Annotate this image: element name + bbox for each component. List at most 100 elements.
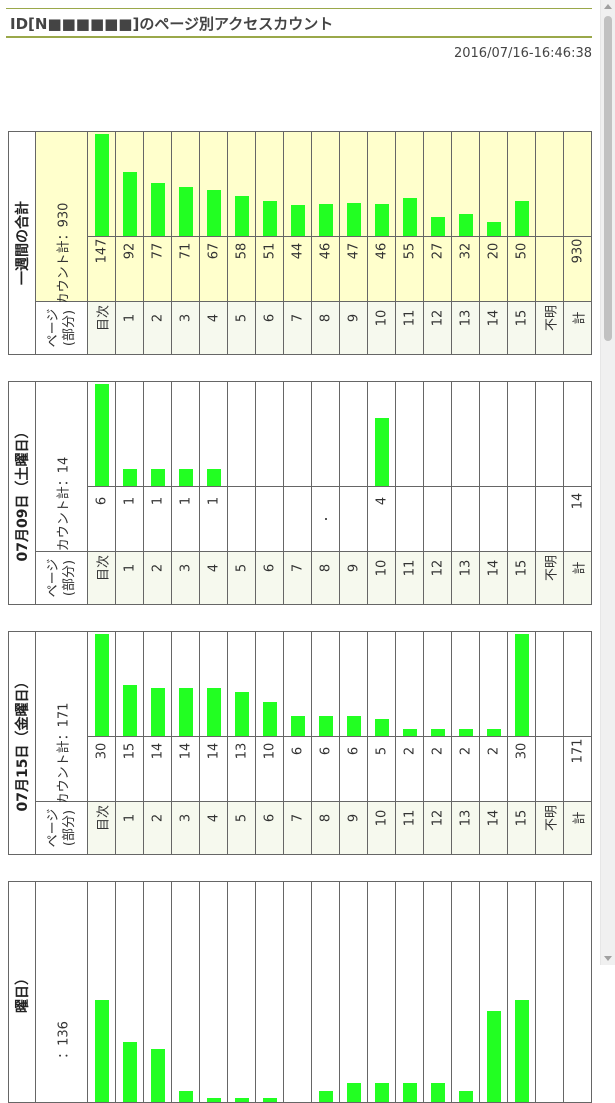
count-value: 30: [514, 742, 529, 760]
page-number-cell: 7: [283, 801, 312, 855]
scroll-down-arrow-icon[interactable]: [604, 956, 612, 961]
page-number: 15: [514, 309, 529, 326]
bar-cell: [283, 881, 312, 1103]
page-number-cell: 7: [283, 551, 312, 605]
page-number: 2: [150, 313, 165, 322]
page-number: 4: [206, 313, 221, 322]
page-number-cell: 12: [423, 301, 452, 355]
bar: [122, 685, 137, 736]
value-cell: 46: [367, 236, 396, 302]
page-header-cell: ページ (部分): [35, 301, 88, 355]
bar-cell: [199, 131, 228, 237]
value-cell: [535, 486, 564, 552]
page-number: 10: [374, 809, 389, 826]
count-value: 4: [374, 496, 389, 506]
page-header-line1: ページ: [45, 558, 61, 598]
page-number-cell: 目次: [87, 551, 116, 605]
bar-cell: [227, 881, 256, 1103]
page-number: 5: [234, 563, 249, 572]
count-value: 67: [206, 242, 221, 260]
page-number: 4: [206, 813, 221, 822]
page-number: 計: [572, 311, 587, 325]
page-number: 9: [346, 313, 361, 322]
value-cell: 14: [563, 486, 592, 552]
bar-cell: [87, 131, 116, 237]
count-value: 14: [570, 492, 585, 510]
bar: [234, 196, 249, 236]
bar-cell: [395, 131, 424, 237]
bar-cell: [227, 631, 256, 737]
count-total-cell: カウント計：171: [35, 631, 88, 805]
bar-cell: [479, 381, 508, 487]
bar-cell: [423, 381, 452, 487]
page-number: 7: [290, 313, 305, 322]
bar: [262, 201, 277, 236]
table-title-cell: 曜日）: [8, 881, 36, 1103]
bar: [486, 729, 501, 736]
page-number: 13: [458, 809, 473, 826]
page-number: 11: [402, 309, 417, 326]
page-number-cell: 14: [479, 551, 508, 605]
page-number: 11: [402, 559, 417, 576]
bar-cell: [143, 381, 172, 487]
page-number-cell: 1: [115, 551, 144, 605]
count-value: 2: [486, 746, 501, 756]
count-value: 1: [178, 496, 193, 506]
value-cell: 15: [115, 736, 144, 802]
bar: [234, 1098, 249, 1102]
bar: [262, 702, 277, 736]
value-cell: 171: [563, 736, 592, 802]
bar-cell: [283, 381, 312, 487]
page-number-cell: 9: [339, 801, 368, 855]
count-value: 1: [206, 496, 221, 506]
page-number: 6: [262, 563, 277, 572]
page-number: 不明: [544, 304, 559, 331]
page-number: 6: [262, 813, 277, 822]
bar: [262, 1098, 277, 1102]
bar-cell: [339, 881, 368, 1103]
bar-cell: [115, 381, 144, 487]
count-value: 46: [318, 242, 333, 260]
bar: [178, 187, 193, 236]
value-cell: 147: [87, 236, 116, 302]
day-table: 曜日） ：136: [8, 881, 592, 1103]
page-header-line2: (部分): [61, 809, 77, 847]
page-number: 8: [318, 563, 333, 572]
page-number-cell: 6: [255, 801, 284, 855]
scroll-up-arrow-icon[interactable]: [604, 4, 612, 9]
count-value: 77: [150, 242, 165, 260]
vertical-scrollbar[interactable]: [600, 0, 615, 965]
page-number-cell: 4: [199, 301, 228, 355]
bar: [206, 688, 221, 736]
value-cell: [339, 486, 368, 552]
value-cell: 58: [227, 236, 256, 302]
bar-cell: [283, 631, 312, 737]
bar-cell: [535, 631, 564, 737]
page-number: 7: [290, 813, 305, 822]
count-value: 47: [346, 242, 361, 260]
value-cell: 30: [507, 736, 536, 802]
page-number: 1: [122, 563, 137, 572]
page-number-cell: 14: [479, 801, 508, 855]
bar: [486, 222, 501, 236]
bar-cell: [311, 881, 340, 1103]
count-value: 2: [402, 746, 417, 756]
bar: [374, 1083, 389, 1102]
bar-cell: [115, 881, 144, 1103]
page-number: 6: [262, 313, 277, 322]
count-value: 27: [430, 242, 445, 260]
value-cell: 6: [87, 486, 116, 552]
bar: [206, 190, 221, 236]
value-cell: [311, 486, 340, 552]
bar-cell: [367, 381, 396, 487]
page-number: 9: [346, 813, 361, 822]
scroll-thumb[interactable]: [604, 16, 612, 341]
bar-cell: [311, 381, 340, 487]
count-value: 2: [458, 746, 473, 756]
bar-cell: [339, 131, 368, 237]
value-cell: 4: [367, 486, 396, 552]
bar: [514, 201, 529, 236]
page-number-cell: 目次: [87, 801, 116, 855]
page-number-cell: 14: [479, 301, 508, 355]
bar-cell: [255, 631, 284, 737]
